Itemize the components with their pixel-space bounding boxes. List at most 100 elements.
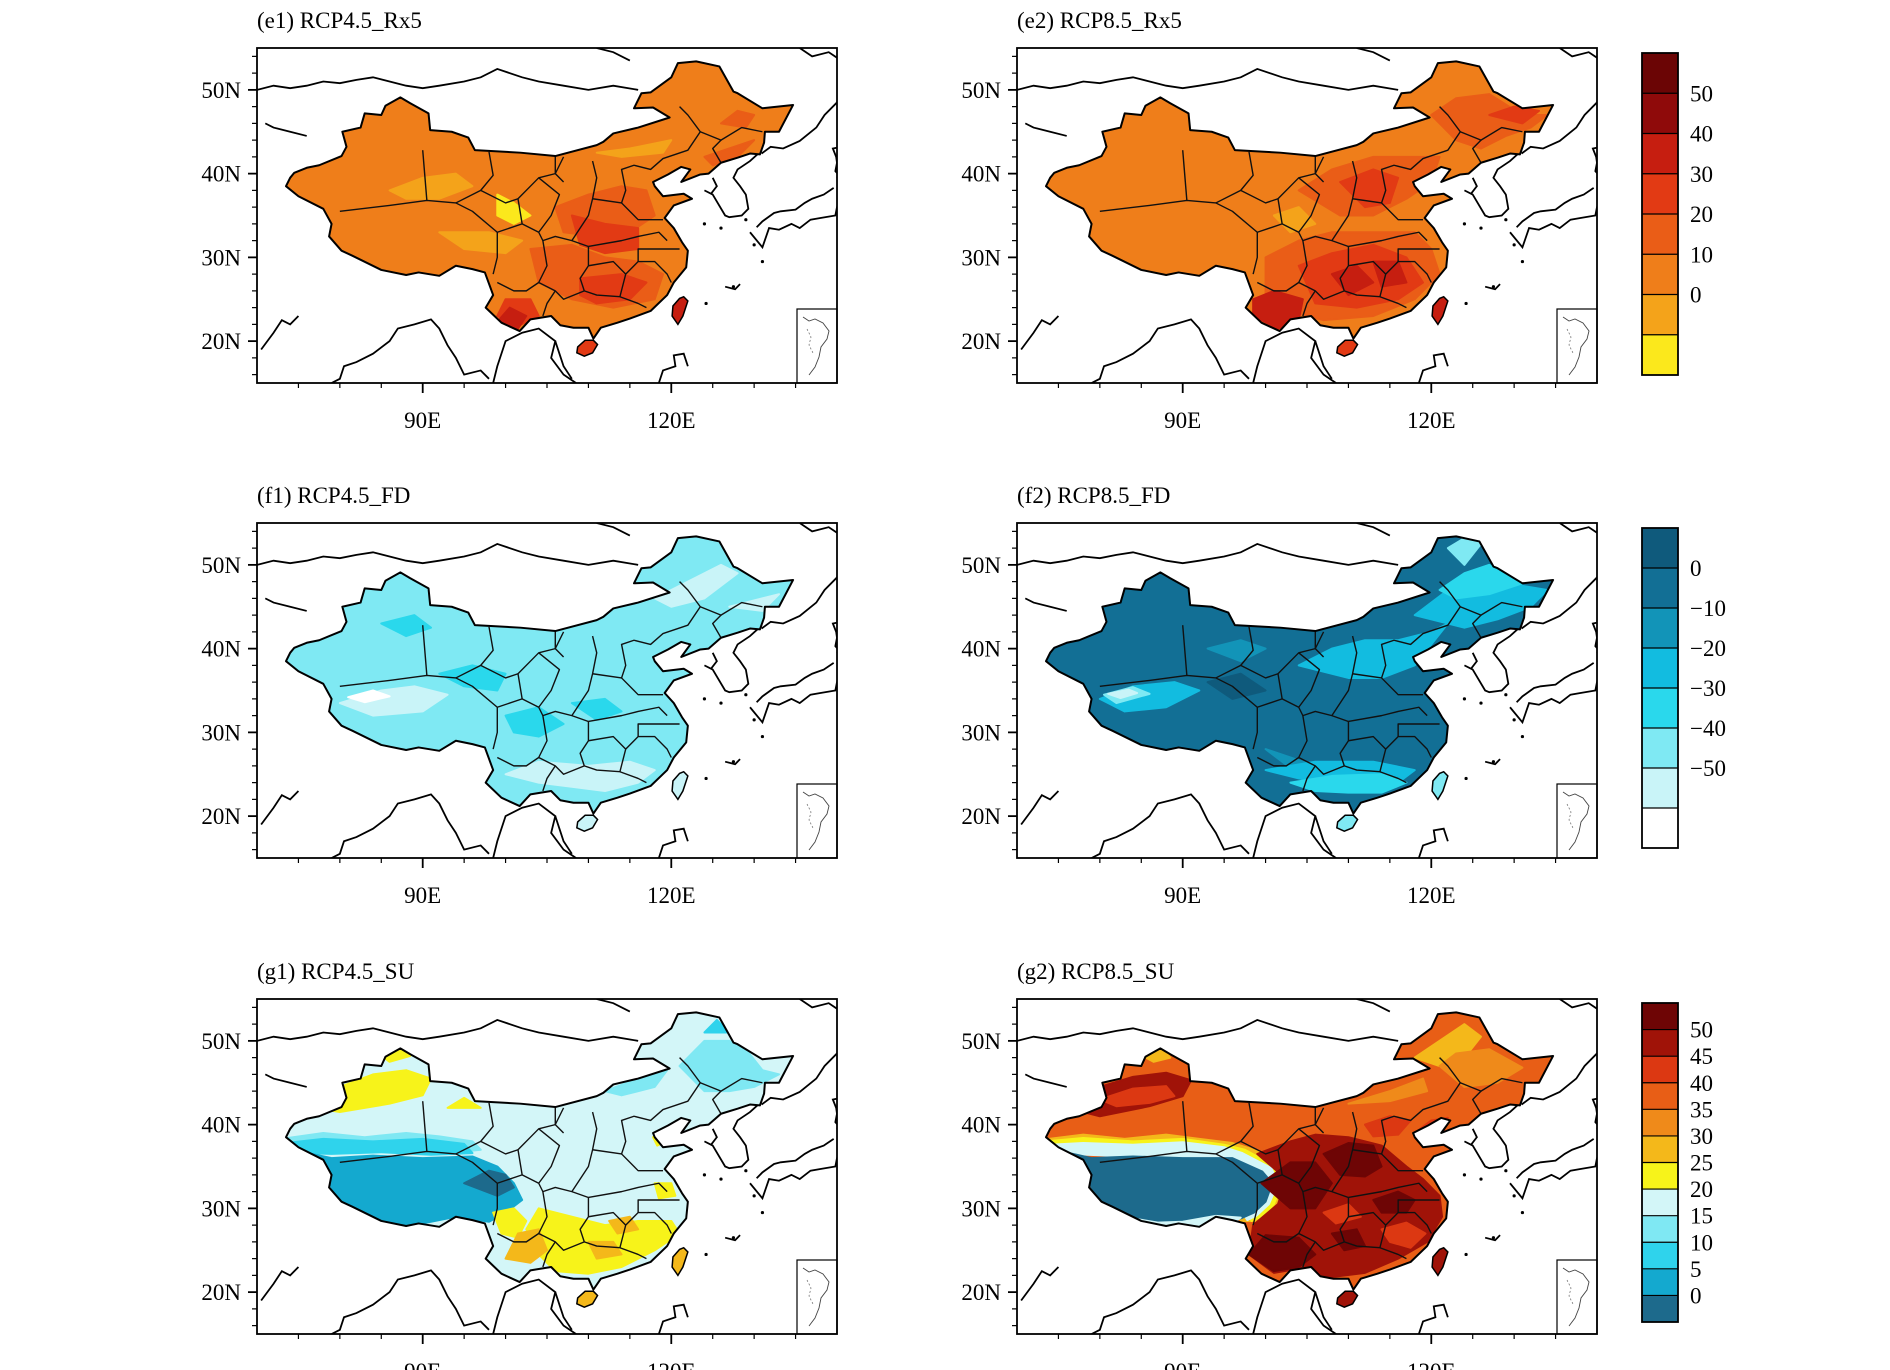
province-boundary	[1472, 1090, 1482, 1115]
coastline	[1484, 758, 1501, 766]
south-china-sea-inset	[796, 1259, 838, 1335]
contour-region	[1322, 1203, 1362, 1225]
contour-region	[1248, 1234, 1317, 1273]
province-boundary	[496, 715, 548, 767]
x-tick-label: 90E	[404, 408, 441, 433]
coastline	[1464, 627, 1519, 694]
contour-region	[438, 664, 507, 692]
province-boundary	[1302, 290, 1316, 317]
coastline	[1091, 1269, 1250, 1334]
coastline	[1356, 999, 1391, 1013]
coastline	[704, 152, 759, 219]
colorbar-label: 0	[1690, 1283, 1702, 1308]
island-dot	[752, 1194, 756, 1198]
coastline	[1521, 523, 1597, 630]
map-panel-rx5_45: (e1) RCP4.5_Rx5 50N 40N 30N 20N 90E 120E	[201, 8, 838, 433]
contour-region	[1488, 105, 1540, 125]
coastline	[1314, 340, 1333, 380]
colorbar-segment	[1642, 1082, 1678, 1110]
colorbar-segment	[1642, 688, 1678, 729]
y-tick-label: 30N	[961, 1196, 1001, 1221]
contour-region	[595, 139, 673, 158]
island-dot	[1479, 701, 1483, 705]
colorbar-label: −10	[1690, 596, 1726, 621]
colorbar-segment	[1642, 53, 1678, 94]
island-dot	[704, 776, 708, 781]
coastline	[257, 1018, 639, 1042]
coastline	[749, 621, 837, 725]
province-boundary	[517, 631, 565, 699]
contour-region	[579, 273, 648, 305]
colorbar-segment	[1642, 1056, 1678, 1084]
province-boundary	[588, 1211, 627, 1226]
y-tick-label: 50N	[961, 1029, 1001, 1054]
colorbar-segment	[1642, 768, 1678, 809]
province-boundary	[619, 1211, 672, 1248]
colorbar-segment	[1642, 93, 1678, 134]
contour-region	[1438, 1048, 1524, 1088]
coastline	[257, 542, 639, 566]
coastline	[1464, 1103, 1519, 1170]
province-boundary	[554, 631, 565, 658]
y-tick-label: 30N	[961, 245, 1001, 270]
coastline	[755, 1138, 835, 1179]
colorbar-segment	[1642, 1162, 1678, 1190]
contour-region	[1260, 1161, 1333, 1210]
coastline	[1418, 352, 1449, 383]
south-china-sea-inset	[796, 783, 838, 859]
colorbar-label: 10	[1690, 242, 1713, 267]
province-boundary	[1302, 765, 1316, 792]
province-boundary	[422, 625, 428, 676]
colorbar-segment	[1642, 608, 1678, 649]
colorbar-label: −50	[1690, 756, 1726, 781]
island-dot	[731, 1236, 736, 1240]
coastline	[724, 283, 741, 291]
province-boundary	[496, 1191, 548, 1243]
colorbar-frame	[1641, 52, 1679, 376]
island-dot	[719, 226, 723, 230]
contour-region	[608, 1215, 640, 1235]
map-area	[257, 523, 837, 858]
coastline	[1091, 793, 1250, 858]
panel-title: (e1) RCP4.5_Rx5	[257, 8, 422, 33]
coastline	[704, 1103, 759, 1170]
province-boundary	[1215, 151, 1254, 204]
coastline	[596, 48, 631, 62]
province-boundary	[1352, 106, 1461, 204]
taiwan	[671, 1246, 689, 1277]
colorbar-segment	[1642, 1135, 1678, 1163]
y-tick-label: 20N	[201, 1280, 241, 1305]
y-tick-label: 50N	[201, 1029, 241, 1054]
contour-region	[653, 563, 739, 608]
coastline	[1418, 827, 1449, 858]
coastline	[1509, 146, 1597, 250]
island-dot	[702, 222, 707, 226]
colorbar-segment	[1642, 254, 1678, 295]
island-dot	[719, 1177, 723, 1181]
colorbar-segment	[1642, 173, 1678, 215]
province-boundary	[571, 1111, 598, 1193]
coastline	[1017, 67, 1399, 91]
colorbar-label: 5	[1690, 1257, 1702, 1282]
colorbar-label: 40	[1690, 122, 1713, 147]
x-tick-label: 90E	[1164, 408, 1201, 433]
province-boundary	[1256, 715, 1308, 767]
coastline	[257, 67, 639, 91]
contour-region	[1206, 639, 1267, 663]
coastline	[1521, 999, 1597, 1106]
coastline	[749, 1097, 837, 1201]
province-boundary	[712, 1090, 722, 1115]
coastline	[1464, 152, 1519, 219]
contour-region	[1372, 1190, 1416, 1214]
island-dot	[1479, 1177, 1483, 1181]
island-dot	[1462, 697, 1467, 701]
contour-region	[438, 231, 524, 255]
province-boundary	[1472, 139, 1482, 164]
province-boundary	[455, 626, 494, 679]
coastline	[1020, 790, 1060, 826]
province-boundary	[588, 260, 627, 275]
south-china-sea-inset	[1556, 308, 1598, 384]
island-dot	[760, 259, 765, 264]
y-tick-label: 40N	[201, 637, 241, 662]
